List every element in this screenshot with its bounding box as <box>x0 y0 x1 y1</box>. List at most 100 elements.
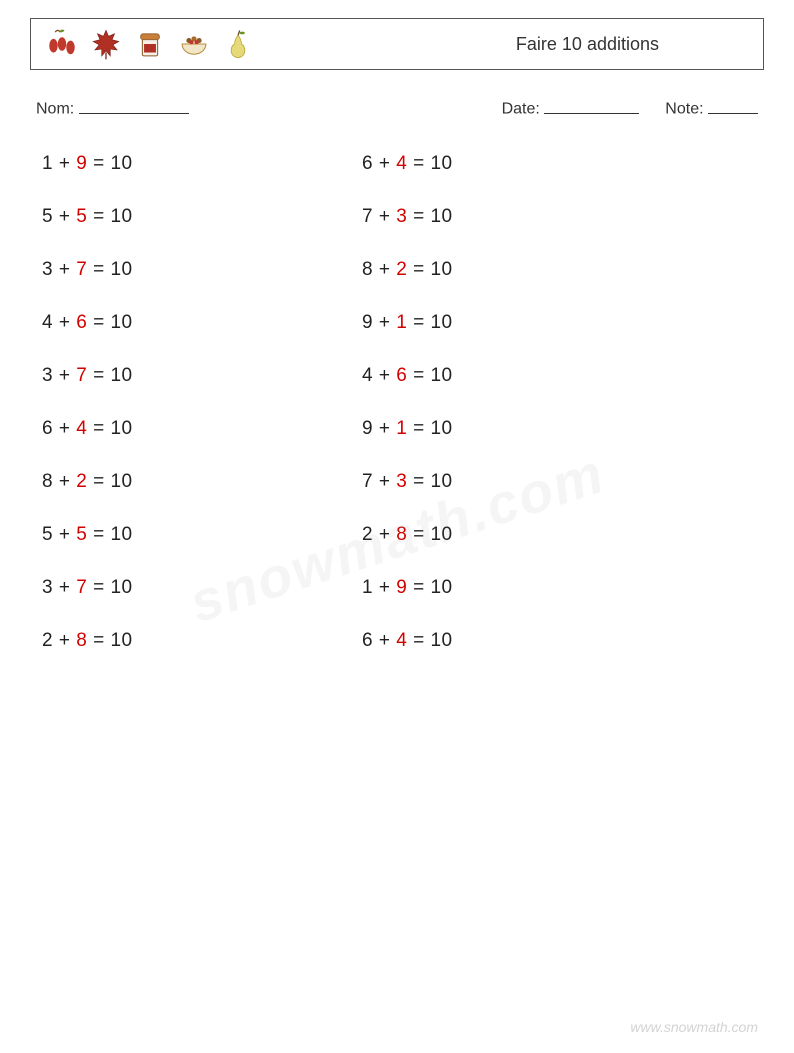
operand-b-answer: 2 <box>76 471 87 492</box>
name-label: Nom: <box>36 101 74 118</box>
sum: 10 <box>430 259 452 280</box>
operand-b-answer: 1 <box>396 418 407 439</box>
operand-b-answer: 4 <box>396 153 407 174</box>
operand-a: 9 <box>362 312 373 333</box>
sum: 10 <box>430 365 452 386</box>
nut-bowl-icon <box>177 27 211 61</box>
date-label: Date: <box>502 101 540 118</box>
score-field: Note: <box>665 96 758 119</box>
equation-row: 1 + 9 = 10 <box>42 153 362 175</box>
sum: 10 <box>110 259 132 280</box>
equation-row: 5 + 5 = 10 <box>42 206 362 228</box>
operand-a: 3 <box>42 577 53 598</box>
equation-row: 8 + 2 = 10 <box>42 471 362 493</box>
score-label: Note: <box>665 101 703 118</box>
equation-row: 2 + 8 = 10 <box>42 630 362 652</box>
operand-a: 3 <box>42 259 53 280</box>
equation-row: 4 + 6 = 10 <box>42 312 362 334</box>
operand-b-answer: 9 <box>396 577 407 598</box>
operand-b-answer: 8 <box>396 524 407 545</box>
operand-b-answer: 6 <box>396 365 407 386</box>
sum: 10 <box>430 418 452 439</box>
operand-b-answer: 6 <box>76 312 87 333</box>
sum: 10 <box>110 524 132 545</box>
operand-a: 4 <box>362 365 373 386</box>
sum: 10 <box>110 471 132 492</box>
operand-b-answer: 7 <box>76 259 87 280</box>
operand-a: 2 <box>42 630 53 651</box>
operand-a: 4 <box>42 312 53 333</box>
operand-a: 8 <box>42 471 53 492</box>
date-blank[interactable] <box>544 96 639 114</box>
equation-row: 8 + 2 = 10 <box>362 259 682 281</box>
equation-row: 5 + 5 = 10 <box>42 524 362 546</box>
operand-a: 1 <box>362 577 373 598</box>
sum: 10 <box>110 418 132 439</box>
operand-b-answer: 9 <box>76 153 87 174</box>
date-field: Date: <box>502 96 640 119</box>
meta-left: Nom: <box>36 96 189 119</box>
operand-a: 6 <box>42 418 53 439</box>
operand-b-answer: 5 <box>76 524 87 545</box>
sum: 10 <box>430 206 452 227</box>
worksheet-title: Faire 10 additions <box>516 34 749 55</box>
operand-a: 8 <box>362 259 373 280</box>
sum: 10 <box>430 630 452 651</box>
operand-a: 6 <box>362 630 373 651</box>
sum: 10 <box>430 153 452 174</box>
operand-a: 7 <box>362 471 373 492</box>
equation-row: 9 + 1 = 10 <box>362 312 682 334</box>
sum: 10 <box>430 524 452 545</box>
equation-row: 1 + 9 = 10 <box>362 577 682 599</box>
sum: 10 <box>110 365 132 386</box>
equation-row: 9 + 1 = 10 <box>362 418 682 440</box>
maple-leaf-icon <box>89 27 123 61</box>
name-field: Nom: <box>36 96 189 119</box>
worksheet-page: Faire 10 additions Nom: Date: Note: 1 + … <box>0 0 794 1053</box>
operand-b-answer: 8 <box>76 630 87 651</box>
operand-a: 6 <box>362 153 373 174</box>
operand-a: 2 <box>362 524 373 545</box>
equation-row: 4 + 6 = 10 <box>362 365 682 387</box>
sum: 10 <box>110 630 132 651</box>
operand-b-answer: 4 <box>76 418 87 439</box>
sum: 10 <box>110 312 132 333</box>
operand-b-answer: 1 <box>396 312 407 333</box>
operand-b-answer: 2 <box>396 259 407 280</box>
equation-row: 7 + 3 = 10 <box>362 206 682 228</box>
problems-column-2: 6 + 4 = 10 7 + 3 = 10 8 + 2 = 10 9 + 1 = 10… <box>362 153 682 652</box>
operand-a: 3 <box>42 365 53 386</box>
sum: 10 <box>430 577 452 598</box>
operand-a: 7 <box>362 206 373 227</box>
meta-row: Nom: Date: Note: <box>30 96 764 119</box>
header-box: Faire 10 additions <box>30 18 764 70</box>
equation-row: 3 + 7 = 10 <box>42 259 362 281</box>
score-blank[interactable] <box>708 96 758 114</box>
operand-b-answer: 3 <box>396 471 407 492</box>
sum: 10 <box>430 471 452 492</box>
operand-a: 9 <box>362 418 373 439</box>
operand-b-answer: 5 <box>76 206 87 227</box>
operand-a: 1 <box>42 153 53 174</box>
operand-b-answer: 7 <box>76 577 87 598</box>
rosehip-icon <box>45 27 79 61</box>
jam-jar-icon <box>133 27 167 61</box>
problems-column-1: 1 + 9 = 10 5 + 5 = 10 3 + 7 = 10 4 + 6 = 10… <box>42 153 362 652</box>
equation-row: 6 + 4 = 10 <box>42 418 362 440</box>
sum: 10 <box>110 206 132 227</box>
operand-b-answer: 7 <box>76 365 87 386</box>
equation-row: 3 + 7 = 10 <box>42 365 362 387</box>
equation-row: 7 + 3 = 10 <box>362 471 682 493</box>
meta-right: Date: Note: <box>502 96 758 119</box>
header-icons <box>45 27 255 61</box>
equation-row: 6 + 4 = 10 <box>362 630 682 652</box>
sum: 10 <box>110 577 132 598</box>
name-blank[interactable] <box>79 96 189 114</box>
operand-a: 5 <box>42 206 53 227</box>
equation-row: 6 + 4 = 10 <box>362 153 682 175</box>
sum: 10 <box>430 312 452 333</box>
problems-area: 1 + 9 = 105 + 5 = 103 + 7 = 104 + 6 = 10… <box>30 153 764 652</box>
equation-row: 3 + 7 = 10 <box>42 577 362 599</box>
sum: 10 <box>110 153 132 174</box>
equation-row: 2 + 8 = 10 <box>362 524 682 546</box>
